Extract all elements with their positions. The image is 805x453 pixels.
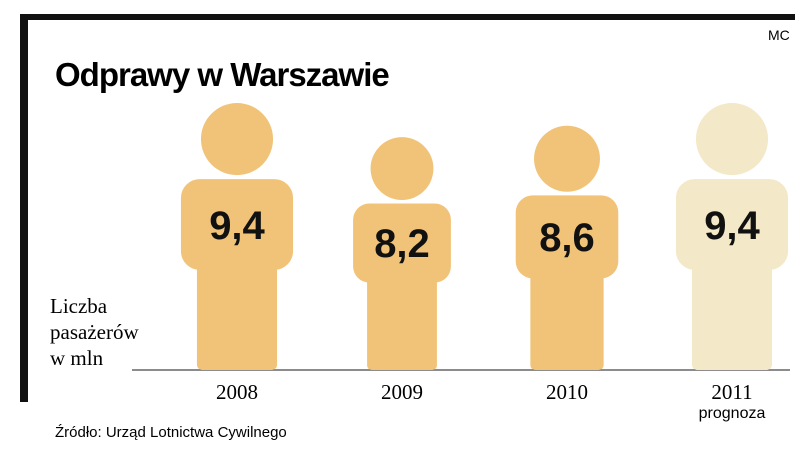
figure-legs xyxy=(691,236,773,370)
figure-head xyxy=(200,103,274,176)
value-label: 9,4 xyxy=(704,204,760,248)
frame-left xyxy=(20,14,28,402)
x-tick-label: 2009 xyxy=(381,380,423,404)
x-tick-label: 2011 xyxy=(711,380,752,404)
axis-label: pasażerów xyxy=(50,320,139,344)
x-tick-label: 2010 xyxy=(546,380,588,404)
value-label: 8,6 xyxy=(539,216,595,260)
frame-top xyxy=(20,14,795,20)
source: Źródło: Urząd Lotnictwa Cywilnego xyxy=(55,424,287,441)
value-label: 9,4 xyxy=(209,204,265,248)
figure-legs xyxy=(196,236,278,370)
figure-legs xyxy=(367,253,437,370)
x-tick-label: 2008 xyxy=(216,380,258,404)
figure-legs xyxy=(530,247,604,370)
chart-title: Odprawy w Warszawie xyxy=(55,56,389,93)
value-label: 8,2 xyxy=(374,222,430,266)
figure-head xyxy=(695,103,769,176)
credit: MC xyxy=(768,27,790,43)
figure-head xyxy=(370,137,434,200)
axis-label: Liczba xyxy=(50,294,108,318)
axis-label: w mln xyxy=(50,346,104,370)
figure-head xyxy=(534,125,600,192)
category-note: prognoza xyxy=(699,405,766,422)
